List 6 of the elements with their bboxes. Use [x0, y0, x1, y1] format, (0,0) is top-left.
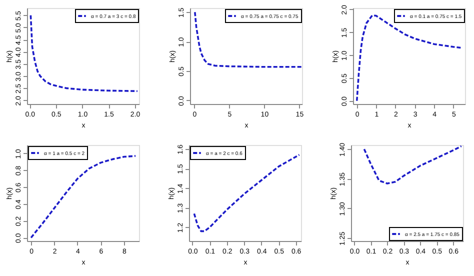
line-series	[363, 145, 462, 184]
line-series	[193, 154, 300, 232]
line-series	[30, 14, 138, 92]
line-series	[194, 11, 302, 68]
line-series	[356, 14, 462, 102]
line-series	[30, 155, 136, 239]
